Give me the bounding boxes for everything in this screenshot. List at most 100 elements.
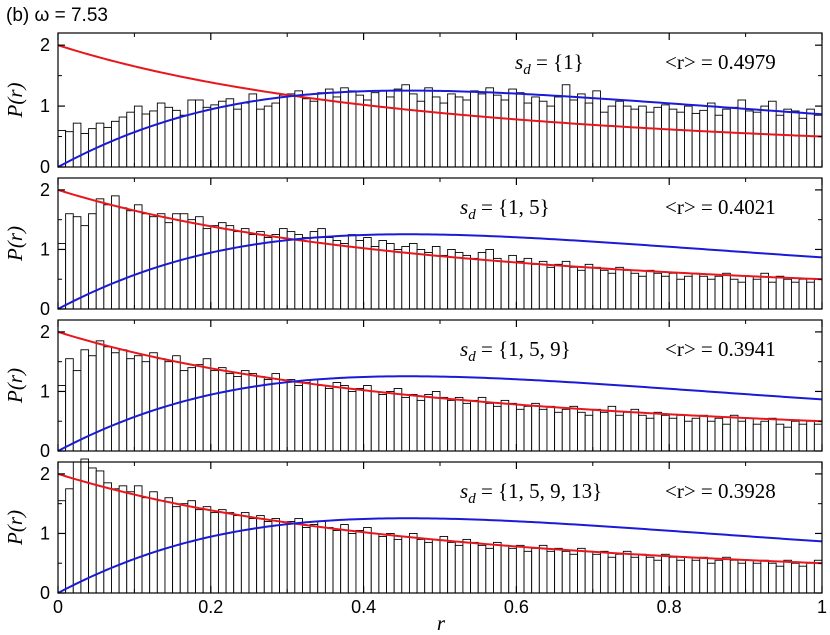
sd-label: sd = {1} — [515, 50, 584, 78]
histogram-bar — [210, 225, 219, 310]
histogram-bar — [118, 207, 128, 310]
histogram-bar — [279, 382, 288, 452]
histogram-bar — [72, 461, 82, 594]
histogram-bar — [393, 538, 403, 594]
histogram-bar — [722, 423, 731, 452]
y-tick-label: 2 — [40, 464, 50, 484]
histogram-bar — [584, 102, 594, 168]
histogram-bar — [538, 408, 548, 452]
histogram-bar — [577, 93, 586, 168]
histogram-bar — [546, 550, 556, 594]
histogram-bar — [775, 565, 785, 594]
histogram-bar — [768, 417, 777, 452]
histogram-bar — [57, 500, 67, 594]
histogram-bar — [554, 263, 563, 310]
histogram-bar — [470, 541, 479, 594]
histogram-bar — [118, 485, 128, 594]
histogram-bar — [294, 518, 303, 594]
mean-r-label: <r> = 0.3941 — [665, 337, 776, 361]
histogram-bar — [370, 533, 380, 594]
histogram-bar — [500, 99, 510, 168]
histogram-bar — [813, 423, 823, 452]
histogram-bar — [103, 126, 112, 168]
histogram-bar — [302, 382, 311, 452]
histogram-bar — [340, 87, 349, 168]
histogram-bar — [523, 405, 533, 452]
y-axis-label: P(r) — [3, 226, 27, 262]
histogram-bar — [470, 399, 479, 452]
histogram-bar — [355, 94, 365, 168]
histogram-bar — [691, 112, 701, 168]
histogram-bar — [737, 281, 747, 310]
histogram-bar — [607, 105, 617, 168]
histogram-bar — [569, 405, 578, 452]
histogram-bar — [408, 533, 418, 594]
histogram-bar — [57, 385, 67, 452]
histogram-bar — [493, 94, 502, 168]
histogram-bar — [126, 491, 135, 594]
histogram-bar — [65, 213, 74, 310]
x-axis-label: r — [437, 611, 446, 635]
histogram-bar — [554, 547, 563, 594]
x-tick-label: 0.4 — [351, 597, 376, 617]
x-tick-label: 1 — [817, 597, 827, 617]
histogram-bar — [485, 87, 494, 168]
histogram-bar — [302, 237, 311, 310]
histogram-bar — [538, 100, 548, 168]
histogram-bar — [630, 556, 640, 594]
histogram-bar — [439, 254, 449, 310]
histogram-bar — [462, 538, 472, 594]
histogram-bar — [554, 96, 563, 168]
y-axis-label: P(r) — [3, 510, 27, 546]
histogram-bar — [149, 352, 158, 452]
histogram-bar — [378, 90, 387, 168]
histogram-bar — [645, 269, 655, 310]
histogram-bar — [638, 275, 647, 310]
histogram-bar — [447, 399, 456, 452]
histogram-bar — [401, 396, 410, 452]
histogram-bar — [179, 370, 189, 452]
histogram-bar — [722, 556, 731, 594]
histogram-bar — [699, 414, 708, 452]
histogram-bar — [378, 535, 387, 594]
histogram-bar — [149, 110, 158, 168]
poisson-curve — [57, 188, 823, 281]
histogram-bar — [187, 367, 196, 452]
histogram-bar — [752, 423, 762, 452]
histogram-bar — [691, 272, 701, 310]
histogram-bar — [615, 414, 624, 452]
histogram-bar — [355, 240, 365, 310]
y-tick-label: 1 — [40, 523, 50, 543]
histogram-bar — [599, 411, 609, 452]
histogram-bar — [95, 340, 105, 452]
histogram-bar — [706, 278, 716, 310]
histogram-bar — [615, 100, 624, 168]
histogram-bar — [485, 402, 494, 452]
histogram-bar — [279, 94, 288, 168]
histogram-bar — [332, 382, 342, 452]
poisson-curve — [57, 44, 823, 138]
histogram-bar — [370, 92, 380, 168]
sd-label: sd = {1, 5} — [460, 195, 550, 223]
histogram-bar — [324, 388, 334, 452]
histogram-bar — [638, 414, 647, 452]
histogram-bar — [126, 111, 135, 168]
histogram-bar — [661, 553, 670, 594]
histogram-bar — [546, 405, 556, 452]
histogram-bar — [462, 99, 472, 168]
panel-1: 0 1 2 P(r) sd = {1} <r> = 0.4979 — [3, 32, 823, 177]
histogram-bar — [217, 100, 227, 168]
histogram-bar — [164, 497, 174, 594]
histogram-bar — [393, 88, 403, 168]
histogram-bar — [500, 544, 510, 594]
histogram-bar — [103, 482, 112, 594]
histogram-bar — [424, 251, 433, 310]
histogram-bar — [118, 116, 128, 168]
histogram-bar — [768, 562, 777, 594]
histogram-bar — [745, 110, 754, 168]
histogram-bar — [531, 547, 540, 594]
histogram-bar — [164, 106, 174, 168]
histogram-bar — [156, 213, 166, 310]
histogram-bar — [454, 544, 464, 594]
histogram-bar — [195, 216, 204, 310]
